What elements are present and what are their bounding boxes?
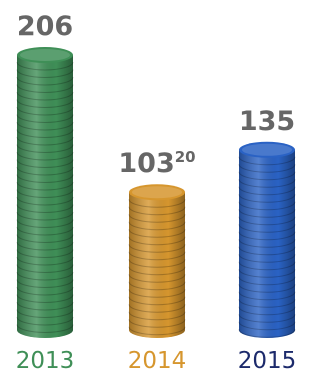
- stack-shade: [239, 150, 295, 338]
- value-label-main: 206: [17, 11, 73, 42]
- value-label: 135: [239, 106, 295, 137]
- value-label: 10320: [118, 148, 195, 179]
- value-label-superscript: 20: [175, 148, 196, 166]
- stack-top-shine: [20, 49, 70, 61]
- stack-top-shine: [132, 186, 182, 198]
- x-tick-label: 2015: [238, 348, 297, 374]
- coin-stack: [17, 47, 73, 338]
- coin-stack: [129, 184, 185, 338]
- chart: 206 2013 10320 2014 135 2015: [0, 0, 299, 377]
- coin-stack: [239, 142, 295, 338]
- value-label-main: 135: [239, 106, 295, 137]
- stack-top-shine: [242, 144, 292, 156]
- x-tick-label: 2013: [16, 348, 75, 374]
- x-tick-label: 2014: [128, 348, 187, 374]
- page: {"chart_data": {"type": "coin-stack", "c…: [0, 0, 299, 377]
- value-label: 206: [17, 11, 73, 42]
- value-label-main: 103: [118, 148, 174, 179]
